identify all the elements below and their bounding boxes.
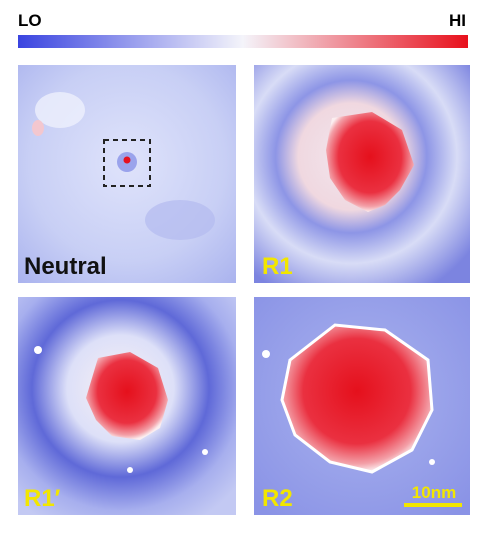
high-label: HI <box>449 11 466 30</box>
panel-label: R2 <box>262 485 293 512</box>
panel-r1 <box>254 65 470 283</box>
panel-label: R1′ <box>24 485 61 512</box>
colorbar <box>18 35 468 48</box>
scale-bar <box>404 503 462 507</box>
scale-bar-label: 10nm <box>412 483 456 502</box>
low-label: LO <box>18 11 42 30</box>
panel-r2 <box>254 297 470 515</box>
panel-neutral <box>18 65 236 283</box>
panel-r1-prime <box>18 297 236 515</box>
panel-label: Neutral <box>24 253 107 280</box>
panel-label: R1 <box>262 253 293 280</box>
